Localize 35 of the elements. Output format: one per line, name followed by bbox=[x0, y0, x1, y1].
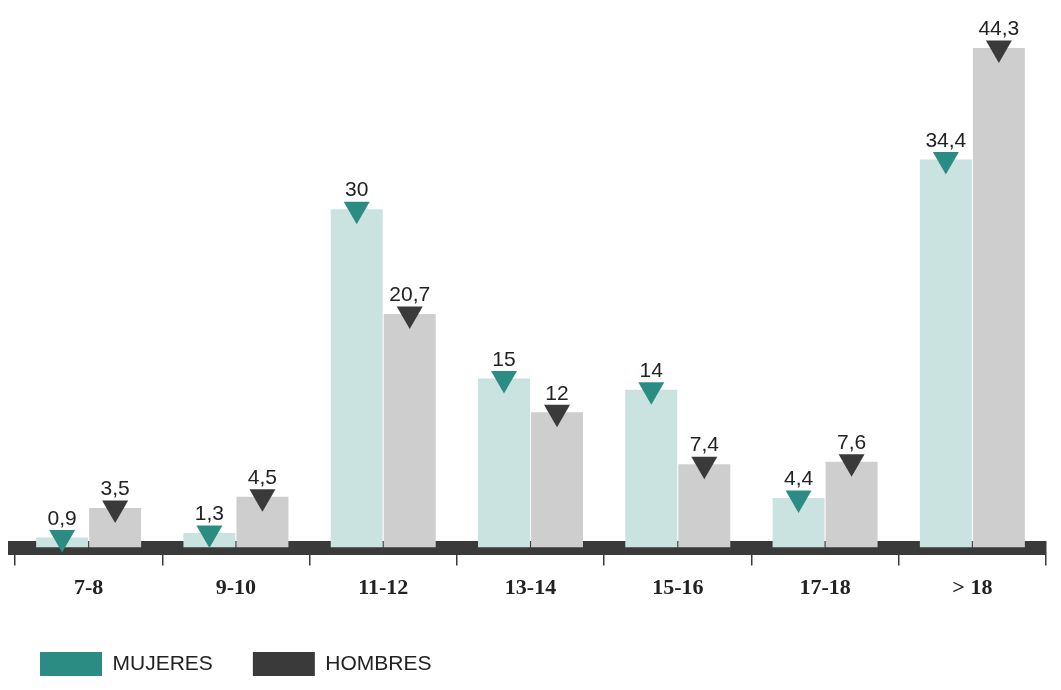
bar bbox=[330, 209, 383, 548]
data-label: 4,4 bbox=[783, 466, 814, 490]
data-label: 1,3 bbox=[194, 501, 225, 525]
bar bbox=[89, 508, 142, 548]
data-label: 3,5 bbox=[100, 476, 130, 500]
data-label: 7,4 bbox=[689, 432, 720, 456]
x-tick-label: 7-8 bbox=[73, 574, 104, 600]
data-label: 14 bbox=[639, 357, 664, 381]
x-tick-label: > 18 bbox=[952, 574, 993, 600]
data-label: 34,4 bbox=[925, 127, 967, 151]
data-label: 12 bbox=[545, 380, 569, 404]
data-label: 44,3 bbox=[978, 16, 1020, 40]
legend-label: MUJERES bbox=[112, 650, 213, 674]
data-label: 4,5 bbox=[247, 465, 278, 489]
x-tick-label: 17-18 bbox=[799, 574, 851, 600]
legend-label: HOMBRES bbox=[325, 650, 432, 674]
data-label: 0,9 bbox=[47, 505, 77, 529]
bar bbox=[919, 159, 972, 548]
bar bbox=[772, 497, 825, 548]
bar bbox=[678, 464, 731, 548]
bar bbox=[625, 389, 678, 548]
data-label: 15 bbox=[492, 346, 516, 370]
bar bbox=[531, 412, 583, 548]
bar bbox=[383, 314, 436, 548]
data-label: 30 bbox=[345, 177, 369, 201]
bar bbox=[478, 378, 530, 548]
bar bbox=[236, 496, 289, 548]
x-tick-label: 15-16 bbox=[652, 574, 704, 600]
x-tick-label: 11-12 bbox=[358, 574, 409, 600]
data-label: 20,7 bbox=[389, 282, 431, 306]
data-label: 7,6 bbox=[836, 430, 867, 454]
bar bbox=[972, 47, 1025, 548]
x-tick-label: 13-14 bbox=[504, 574, 557, 600]
x-tick-label: 9-10 bbox=[215, 574, 257, 600]
bar bbox=[825, 461, 878, 548]
